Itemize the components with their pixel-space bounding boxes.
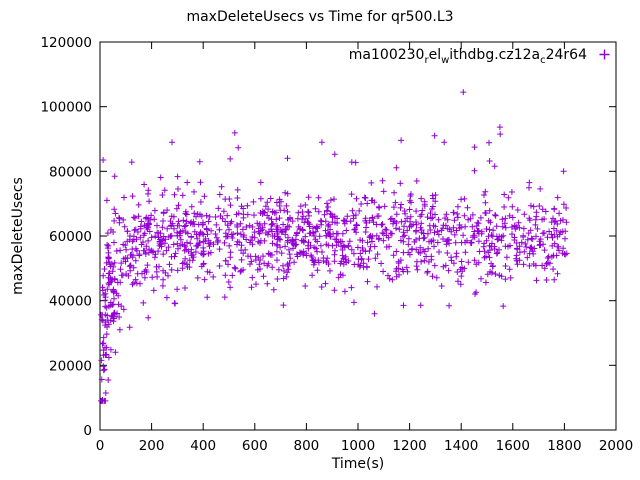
x-ticks — [99, 42, 617, 430]
svg-text:1800: 1800 — [547, 438, 581, 454]
svg-text:100000: 100000 — [40, 100, 92, 116]
y-axis-label: maxDeleteUsecs — [10, 177, 26, 295]
svg-text:20000: 20000 — [49, 358, 92, 374]
svg-text:800: 800 — [294, 438, 320, 454]
svg-text:1000: 1000 — [341, 438, 375, 454]
svg-text:40000: 40000 — [49, 294, 92, 310]
svg-text:1200: 1200 — [392, 438, 426, 454]
legend-label: ma100230relwithdbg.cz12ac24r64 — [348, 47, 587, 66]
svg-text:80000: 80000 — [49, 164, 92, 180]
svg-text:600: 600 — [242, 438, 268, 454]
legend-marker-icon — [599, 48, 610, 64]
x-tick-labels: 0 200 400 600 800 1000 1200 1400 1600 1800 2000 — [96, 438, 633, 454]
x-axis-label: Time(s) — [331, 456, 385, 472]
y-tick-labels: 0 20000 40000 60000 80000 100000 120000 — [40, 35, 92, 439]
svg-text:0: 0 — [96, 438, 105, 454]
svg-text:120000: 120000 — [40, 35, 92, 51]
svg-text:200: 200 — [139, 438, 165, 454]
y-ticks — [100, 41, 616, 431]
svg-text:1400: 1400 — [444, 438, 478, 454]
svg-text:1600: 1600 — [496, 438, 530, 454]
svg-text:0: 0 — [83, 423, 92, 439]
scatter-points — [98, 89, 570, 404]
svg-text:400: 400 — [190, 438, 216, 454]
legend: ma100230relwithdbg.cz12ac24r64 — [349, 47, 610, 66]
svg-text:2000: 2000 — [599, 438, 633, 454]
svg-text:60000: 60000 — [49, 229, 92, 245]
chart-title: maxDeleteUsecs vs Time for qr500.L3 — [186, 9, 454, 25]
